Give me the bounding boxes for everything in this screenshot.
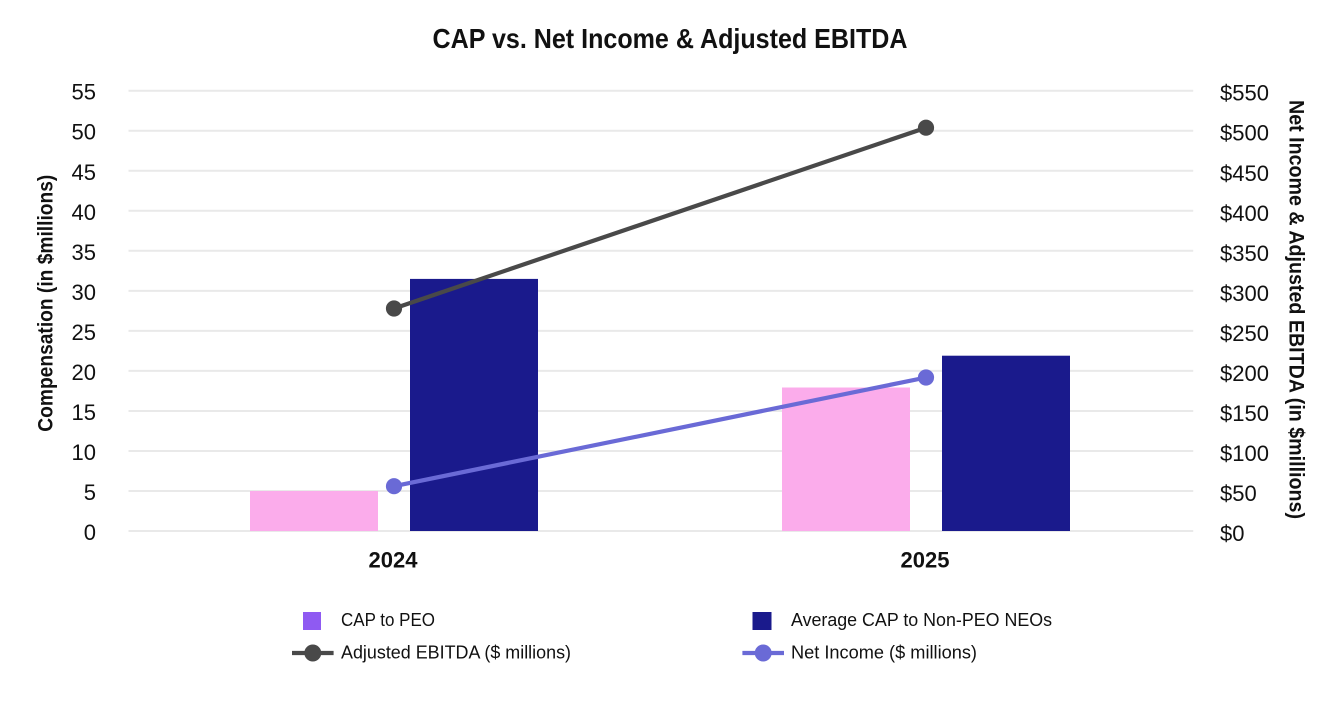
- svg-text:35: 35: [72, 240, 96, 265]
- svg-text:Compensation (in $millions): Compensation (in $millions): [34, 175, 57, 432]
- svg-text:$500: $500: [1220, 121, 1269, 146]
- svg-text:CAP vs. Net Income & Adjusted: CAP vs. Net Income & Adjusted EBITDA: [433, 23, 908, 54]
- svg-text:20: 20: [72, 360, 96, 385]
- svg-text:$300: $300: [1220, 281, 1269, 306]
- svg-text:Net Income ($ millions): Net Income ($ millions): [791, 643, 977, 663]
- svg-text:10: 10: [72, 440, 96, 465]
- svg-text:$350: $350: [1220, 241, 1269, 266]
- svg-text:$0: $0: [1220, 521, 1244, 546]
- svg-text:40: 40: [72, 200, 96, 225]
- svg-text:45: 45: [72, 160, 96, 185]
- svg-text:30: 30: [72, 280, 96, 305]
- svg-text:$550: $550: [1220, 81, 1269, 106]
- svg-text:15: 15: [72, 400, 96, 425]
- svg-text:25: 25: [72, 320, 96, 345]
- svg-text:Average CAP to Non-PEO NEOs: Average CAP to Non-PEO NEOs: [791, 610, 1052, 630]
- svg-text:2025: 2025: [901, 548, 950, 573]
- svg-text:CAP to PEO: CAP to PEO: [341, 610, 435, 630]
- svg-text:$50: $50: [1220, 481, 1257, 506]
- svg-text:2024: 2024: [369, 548, 419, 573]
- svg-text:$400: $400: [1220, 201, 1269, 226]
- svg-text:0: 0: [84, 520, 96, 545]
- svg-text:$100: $100: [1220, 441, 1269, 466]
- svg-text:$250: $250: [1220, 321, 1269, 346]
- svg-text:$150: $150: [1220, 401, 1269, 426]
- svg-text:Adjusted EBITDA ($ millions): Adjusted EBITDA ($ millions): [341, 643, 571, 663]
- svg-text:Net Income & Adjusted EBITDA (: Net Income & Adjusted EBITDA (in $millio…: [1285, 100, 1308, 519]
- svg-text:5: 5: [84, 480, 96, 505]
- svg-text:55: 55: [72, 80, 96, 105]
- svg-text:$450: $450: [1220, 161, 1269, 186]
- svg-text:50: 50: [72, 120, 96, 145]
- svg-text:$200: $200: [1220, 361, 1269, 386]
